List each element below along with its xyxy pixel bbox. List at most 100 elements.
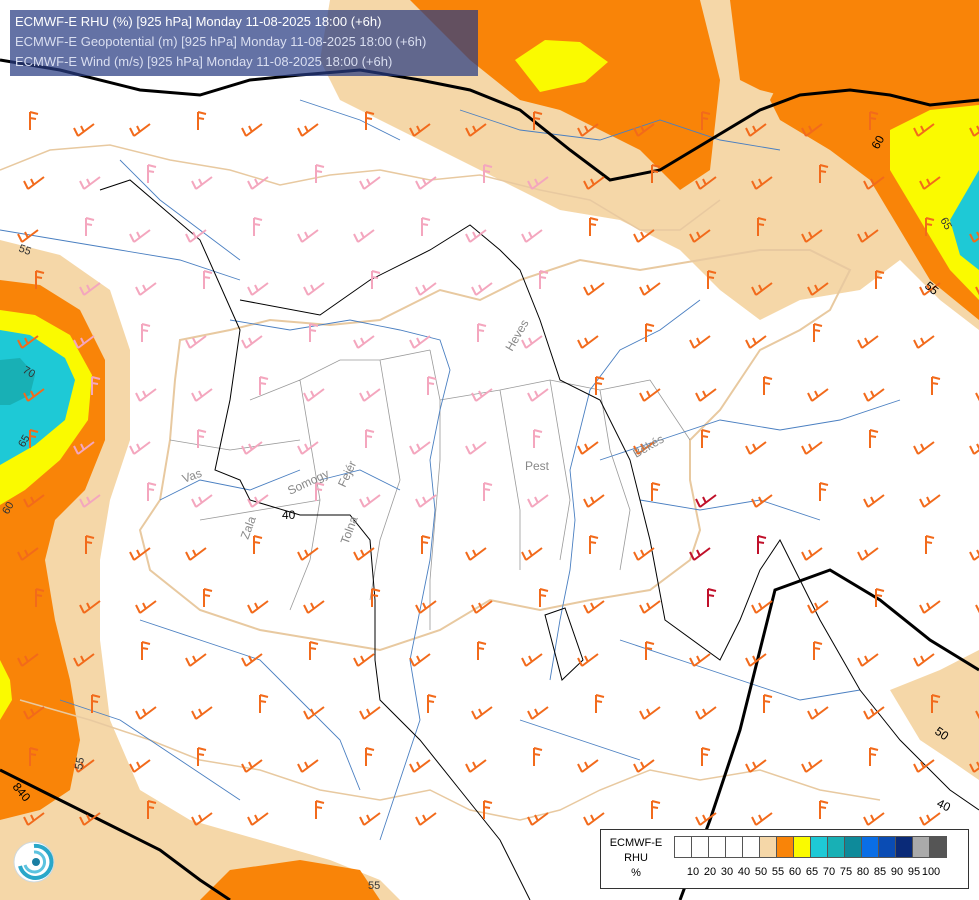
- wind-barb: [639, 600, 661, 614]
- wind-barb: [409, 653, 431, 667]
- wind-barb: [241, 441, 263, 455]
- wind-barb: [79, 600, 101, 614]
- wind-barb: [191, 388, 213, 402]
- wind-barb: [863, 706, 885, 720]
- wind-barb: [465, 123, 487, 137]
- wind-barb: [135, 600, 157, 614]
- wind-barb: [315, 164, 325, 183]
- title-rhu: ECMWF-E RHU (%) [925 hPa] Monday 11-08-2…: [15, 14, 382, 29]
- wind-barb: [695, 706, 717, 720]
- wind-barb: [141, 323, 151, 342]
- wind-barb: [471, 388, 493, 402]
- wind-barb: [135, 706, 157, 720]
- wind-barb: [577, 759, 599, 773]
- wind-barb: [633, 229, 655, 243]
- wind-barb: [975, 604, 979, 614]
- wind-barb: [745, 441, 767, 455]
- wind-barb: [639, 282, 661, 296]
- wind-barb: [819, 800, 829, 819]
- wind-barb: [73, 123, 95, 137]
- wind-barb: [17, 229, 39, 243]
- wind-barb: [813, 641, 823, 660]
- legend-swatch: [810, 836, 828, 858]
- wind-barb: [253, 535, 263, 554]
- wind-barb: [807, 282, 829, 296]
- wind-barb: [639, 388, 661, 402]
- wind-barb: [695, 176, 717, 190]
- wind-barb: [589, 535, 599, 554]
- river-minor-4: [59, 619, 361, 801]
- wind-barb: [359, 176, 381, 190]
- wind-barb: [409, 123, 431, 137]
- wind-barb: [427, 694, 437, 713]
- county-borders: [169, 349, 691, 630]
- wind-barb: [241, 759, 263, 773]
- wind-barb: [969, 443, 979, 455]
- wind-barb: [751, 282, 773, 296]
- wind-barb: [577, 441, 599, 455]
- wind-barb: [583, 282, 605, 296]
- wind-barb: [639, 706, 661, 720]
- wind-barb: [421, 535, 431, 554]
- wind-barb: [303, 282, 325, 296]
- legend-variable: RHU: [624, 852, 648, 864]
- wind-barb: [409, 759, 431, 773]
- wind-barb: [415, 494, 437, 508]
- wind-barb: [247, 600, 269, 614]
- rh-label-65-right: 65: [937, 216, 954, 233]
- rhu-legend: ECMWF-E RHU % 10 20 30 40 50 55 60 65 70 75 80 85 90…: [600, 829, 969, 889]
- wind-barb: [483, 482, 493, 501]
- wind-barb: [521, 547, 543, 561]
- wind-barb: [465, 759, 487, 773]
- wind-barb: [819, 482, 829, 501]
- river-minor-1: [0, 159, 241, 281]
- wind-barb: [925, 535, 935, 554]
- logo-swirl-icon: [12, 840, 56, 884]
- legend-tick-label: 70: [822, 866, 836, 878]
- wind-barb: [539, 270, 549, 289]
- wind-barb: [365, 111, 375, 130]
- wind-barb: [707, 270, 717, 289]
- wind-barb: [73, 653, 95, 667]
- rh-area-60-bottom: [200, 860, 380, 900]
- wind-barb: [185, 547, 207, 561]
- wind-barb: [247, 494, 269, 508]
- wind-barb: [297, 547, 319, 561]
- wind-barb: [701, 429, 711, 448]
- wind-barb: [353, 547, 375, 561]
- legend-swatch: [725, 836, 743, 858]
- wind-barb: [129, 441, 151, 455]
- wind-barb: [35, 270, 45, 289]
- wind-barb: [141, 641, 151, 660]
- wind-barb: [701, 111, 711, 130]
- legend-swatch: [827, 836, 845, 858]
- wind-barb: [147, 800, 157, 819]
- wind-barb: [415, 812, 437, 826]
- geopotential-840-se: [678, 568, 979, 900]
- geopotential-label-40-right: 40: [935, 796, 953, 814]
- wind-barb: [85, 217, 95, 236]
- wind-barb: [763, 376, 773, 395]
- wind-barb: [919, 812, 941, 826]
- wind-barb: [645, 641, 655, 660]
- wind-barb: [247, 282, 269, 296]
- legend-swatch: [708, 836, 726, 858]
- rh-area-65-left-small: [0, 660, 12, 720]
- wind-barb: [527, 706, 549, 720]
- rh-label-60-left: 60: [0, 500, 17, 517]
- wind-barb: [633, 759, 655, 773]
- wind-barb: [913, 759, 935, 773]
- wind-barb: [191, 494, 213, 508]
- wind-barb: [309, 323, 319, 342]
- wind-barb: [857, 547, 879, 561]
- wind-barb: [813, 323, 823, 342]
- wind-barb: [415, 282, 437, 296]
- wind-barb: [465, 547, 487, 561]
- wind-barb: [757, 535, 767, 554]
- wind-barb: [689, 547, 711, 561]
- boundary-layer: [0, 144, 881, 821]
- wind-barb: [409, 441, 431, 455]
- wind-barb: [135, 282, 157, 296]
- wind-barb: [913, 653, 935, 667]
